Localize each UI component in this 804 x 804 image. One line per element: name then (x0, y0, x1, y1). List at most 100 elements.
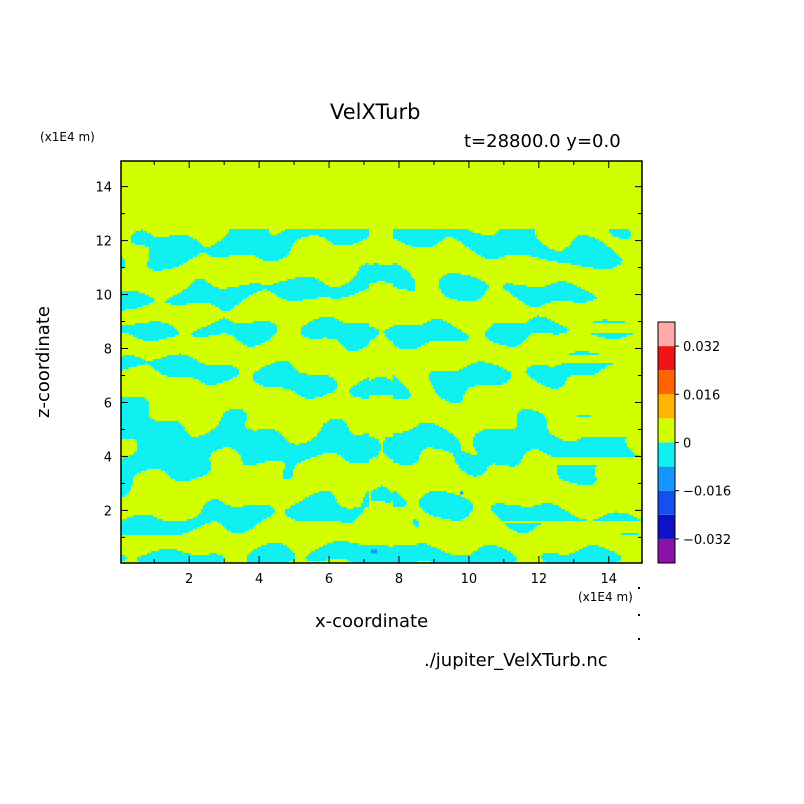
contour-cell (217, 241, 295, 243)
contour-cell (475, 449, 531, 451)
contour-cell (499, 229, 535, 231)
contour-cell (441, 289, 487, 291)
contour-cell (353, 395, 369, 397)
contour-cell (221, 419, 247, 421)
contour-cell (499, 517, 579, 519)
contour-cell (215, 243, 293, 245)
contour-cell (473, 443, 627, 445)
contour-cell (459, 467, 487, 469)
contour-cell (133, 515, 153, 517)
contour-cell (495, 503, 505, 505)
contour-cell (315, 549, 441, 551)
marker-dot (638, 638, 640, 640)
contour-cell (537, 381, 565, 383)
contour-cell (531, 255, 619, 257)
contour-cell (527, 321, 555, 323)
tick-label: 6 (325, 572, 333, 587)
contour-cell (421, 497, 465, 499)
contour-cell (131, 241, 199, 243)
contour-cell (313, 319, 339, 321)
contour-cell (371, 499, 405, 501)
contour-cell (397, 287, 415, 289)
contour-cell (121, 399, 147, 401)
contour-cell (413, 521, 419, 523)
contour-cell (121, 471, 141, 473)
contour-cell (123, 355, 135, 357)
contour-cell (253, 373, 307, 375)
contour-cell (131, 239, 197, 241)
contour-cell (121, 409, 149, 411)
contour-cell (361, 505, 369, 507)
contour-cell (475, 435, 555, 437)
contour-cell (145, 245, 203, 247)
contour-cell (149, 253, 199, 255)
contour-cell (215, 427, 247, 429)
contour-cell (527, 373, 595, 375)
contour-cell (167, 473, 207, 475)
contour-cell (211, 429, 253, 431)
contour-cell (323, 423, 347, 425)
contour-cell (575, 237, 595, 239)
contour-cell (497, 515, 575, 517)
contour-cell (557, 473, 595, 475)
contour-cell (357, 271, 409, 273)
contour-cell (241, 459, 305, 461)
contour-cell (135, 451, 213, 453)
contour-cell (373, 489, 389, 491)
contour-cell (121, 475, 135, 477)
contour-cell (477, 549, 507, 551)
colorbar-swatch (658, 370, 675, 395)
contour-cell (571, 243, 605, 245)
contour-cell (133, 453, 211, 455)
contour-cell (503, 285, 527, 287)
contour-cell (241, 341, 265, 343)
contour-cell (121, 293, 145, 295)
contour-cell (227, 333, 275, 335)
contour-cell (495, 233, 535, 235)
contour-cell (569, 245, 607, 247)
contour-cell (121, 307, 137, 309)
contour-cell (191, 283, 211, 285)
contour-cell (121, 433, 189, 435)
contour-cell (305, 497, 335, 499)
contour-cell (247, 345, 255, 347)
contour-cell (383, 447, 427, 449)
contour-cell (541, 557, 621, 559)
colorbar-swatch (658, 322, 675, 347)
contour-cell (505, 289, 585, 291)
contour-cell (169, 475, 203, 477)
contour-cell (147, 263, 183, 265)
contour-cell (137, 449, 217, 451)
contour-cell (275, 293, 355, 295)
contour-cell (399, 463, 413, 465)
contour-cell (405, 243, 437, 245)
contour-cell (295, 519, 355, 521)
contour-cell (153, 367, 237, 369)
contour-cell (229, 409, 243, 411)
contour-cell (439, 283, 487, 285)
contour-cell (545, 385, 563, 387)
contour-cell (545, 561, 617, 563)
contour-cell (395, 345, 421, 347)
contour-cell (121, 531, 189, 533)
contour-cell (385, 501, 391, 503)
contour-cell (473, 475, 477, 477)
colorbar-swatch (658, 442, 675, 467)
contour-cell (333, 243, 353, 245)
contour-cell (431, 383, 503, 385)
contour-cell (121, 407, 149, 409)
contour-cell (121, 325, 173, 327)
contour-cell (619, 237, 629, 239)
contour-cell (493, 323, 559, 325)
contour-cell (345, 347, 363, 349)
colorbar-tick-label: 0.016 (683, 388, 720, 403)
contour-cell (313, 437, 375, 439)
contour-cell (473, 445, 627, 447)
contour-cell (367, 377, 369, 379)
tick-label: 6 (104, 396, 112, 411)
contour-cell (121, 327, 175, 329)
contour-cell (435, 389, 467, 391)
contour-cell (285, 229, 369, 231)
contour-cell (551, 455, 639, 457)
contour-cell (559, 475, 595, 477)
